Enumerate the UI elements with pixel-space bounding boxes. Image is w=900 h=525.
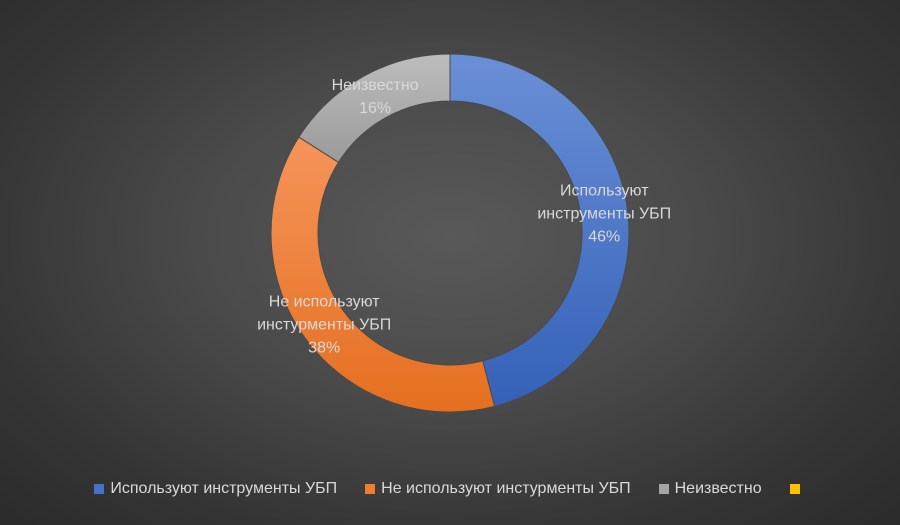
donut-slices	[270, 53, 630, 413]
legend-item-2: Не используют инстурменты УБП	[365, 480, 631, 498]
slice-label-2: Не используют инстурменты УБП 38%	[257, 293, 391, 356]
legend-label-2: Не используют инстурменты УБП	[381, 480, 631, 497]
legend: Используют инструменты УБП Не используют …	[0, 480, 900, 498]
legend-item-3: Неизвестно	[658, 480, 762, 498]
legend-swatch-4	[789, 484, 800, 494]
slice-1	[449, 53, 630, 407]
legend-swatch-2	[365, 484, 376, 494]
legend-swatch-3	[658, 484, 669, 494]
donut-chart: Используют инструменты УБП 46% Не использую…	[257, 53, 671, 413]
slice-labels: Используют инструменты УБП 46% Не использую…	[257, 77, 671, 356]
slice-label-1: Используют инструменты УБП 46%	[537, 183, 671, 246]
legend-label-3: Неизвестно	[674, 480, 762, 497]
slice-2	[270, 136, 496, 413]
legend-item-4	[789, 484, 806, 494]
legend-label-1: Используют инструменты УБП	[110, 480, 338, 497]
slice-label-3: Неизвестно 16%	[332, 77, 419, 117]
legend-swatch-1	[94, 484, 105, 494]
slice-3	[298, 53, 451, 163]
legend-item-1: Используют инструменты УБП	[94, 480, 337, 498]
